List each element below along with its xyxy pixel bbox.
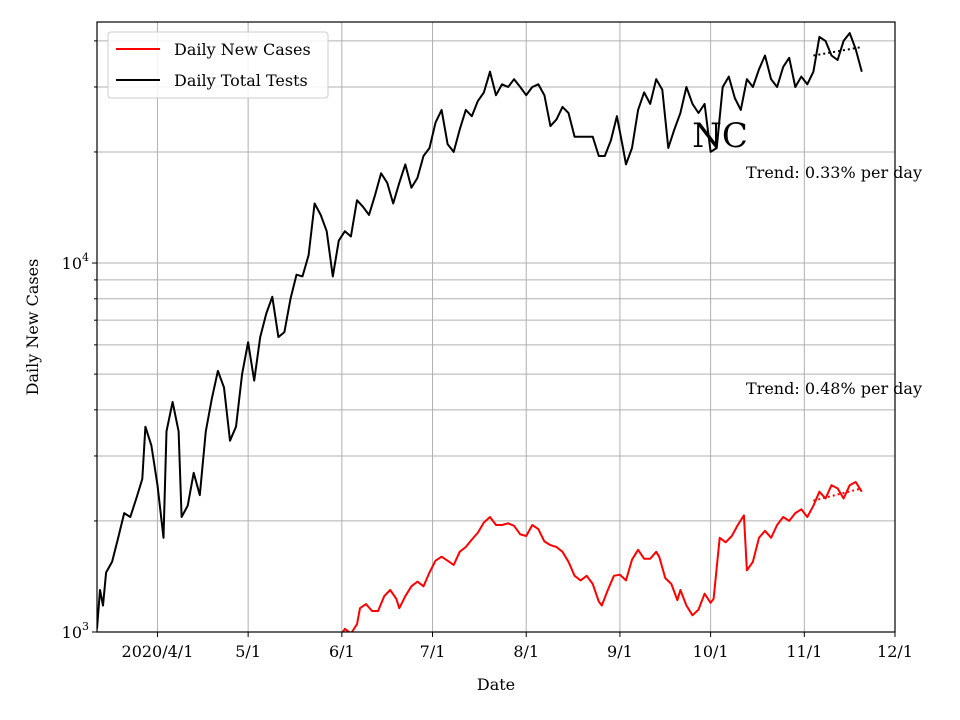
legend-label-tests: Daily Total Tests (174, 71, 308, 90)
y-tick-exponent: 4 (82, 251, 89, 264)
axes-frame (96, 21, 896, 633)
daily-total-tests-trend-line (813, 46, 862, 57)
y-tick-exponent: 3 (82, 620, 89, 633)
daily-total-tests-line (97, 32, 863, 629)
legend-label-cases: Daily New Cases (174, 40, 311, 59)
x-axis-label: Date (477, 675, 515, 694)
x-tick-label: 2020/4/1 (122, 642, 194, 661)
plot-area (97, 32, 863, 632)
y-tick-base: 10 (62, 623, 82, 642)
x-tick-label: 10/1 (693, 642, 729, 661)
daily-new-cases-trend-line (813, 487, 862, 502)
x-tick-label: 7/1 (420, 642, 446, 661)
cases-trend-annotation: Trend: 0.48% per day (746, 379, 922, 398)
x-tick-label: 8/1 (513, 642, 539, 661)
legend: Daily New Cases Daily Total Tests (107, 31, 329, 99)
state-label: NC (692, 116, 748, 156)
y-tick-base: 10 (62, 254, 82, 273)
y-axis-label: Daily New Cases (23, 259, 42, 396)
x-tick-label: 9/1 (607, 642, 633, 661)
x-tick-label: 11/1 (786, 642, 822, 661)
y-tick-label: 103 (62, 620, 89, 642)
axis-ticks: 2020/4/1 5/1 6/1 7/1 8/1 9/1 10/1 11/1 12/110310… (62, 40, 913, 661)
x-tick-label: 6/1 (329, 642, 355, 661)
x-tick-label: 12/1 (877, 642, 913, 661)
tests-trend-annotation: Trend: 0.33% per day (746, 163, 922, 182)
x-tick-label: 5/1 (235, 642, 261, 661)
grid (97, 22, 896, 633)
y-tick-label: 104 (62, 251, 89, 273)
legend-box (107, 31, 329, 99)
daily-new-cases-line (341, 481, 863, 632)
